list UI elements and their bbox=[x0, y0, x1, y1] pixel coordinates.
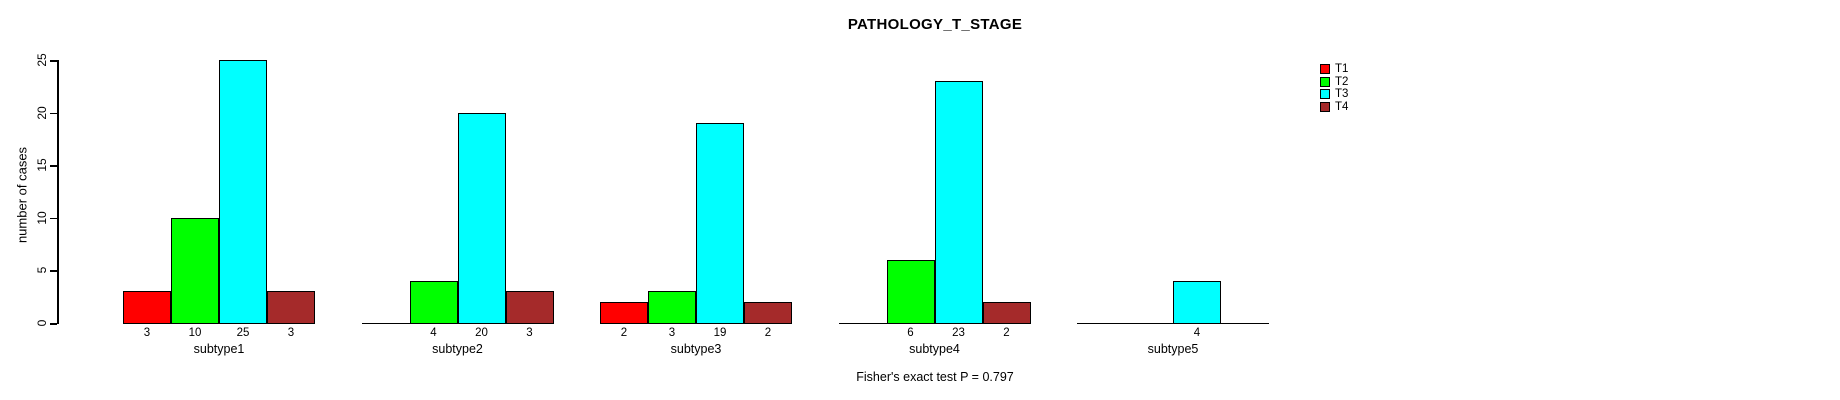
legend-swatch-T2 bbox=[1320, 76, 1330, 87]
y-tick bbox=[50, 323, 57, 325]
legend-entry-T4: T4 bbox=[1320, 101, 1348, 114]
y-tick-label: 10 bbox=[35, 211, 49, 225]
bar-T2-subtype4 bbox=[886, 259, 935, 324]
bar-value-label: 4 bbox=[430, 327, 437, 339]
bar-value-label: 3 bbox=[668, 327, 676, 339]
category-label-subtype3: subtype3 bbox=[670, 342, 722, 356]
y-tick bbox=[50, 112, 57, 115]
category-label-subtype4: subtype4 bbox=[909, 342, 960, 356]
bar-T3-subtype3 bbox=[696, 123, 744, 324]
legend: T1 T2 T3 T4 bbox=[1320, 63, 1348, 113]
y-tick-label: 20 bbox=[35, 105, 49, 120]
legend-swatch-T4 bbox=[1320, 101, 1330, 112]
bar-T1-subtype1 bbox=[123, 291, 171, 324]
bar-value-label: 23 bbox=[952, 327, 965, 339]
y-tick-label: 5 bbox=[35, 267, 49, 274]
bar-T1-subtype3 bbox=[600, 301, 648, 324]
bar-T4-subtype4 bbox=[982, 301, 1031, 324]
y-tick-label: 0 bbox=[35, 319, 49, 327]
y-tick-label: 25 bbox=[35, 53, 49, 67]
bar-T4-subtype1 bbox=[267, 291, 315, 324]
bar-value-label: 3 bbox=[287, 327, 295, 339]
legend-entry-T1: T1 bbox=[1320, 63, 1348, 76]
category-label-subtype2: subtype2 bbox=[432, 342, 483, 356]
bar-T3-subtype1 bbox=[219, 60, 267, 324]
y-tick bbox=[50, 270, 57, 272]
bar-value-label: 25 bbox=[236, 327, 250, 339]
y-axis-label: number of cases bbox=[14, 146, 30, 244]
bar-T4-subtype3 bbox=[744, 301, 792, 324]
category-label-subtype1: subtype1 bbox=[193, 342, 245, 356]
chart-title: PATHOLOGY_T_STAGE bbox=[847, 16, 1023, 33]
legend-entry-T2: T2 bbox=[1320, 76, 1348, 89]
bar-value-label: 2 bbox=[764, 327, 772, 339]
y-axis-line bbox=[57, 60, 59, 324]
bar-value-label: 2 bbox=[1003, 327, 1010, 339]
bar-value-label: 4 bbox=[1193, 327, 1201, 339]
bar-T3-subtype4 bbox=[934, 81, 983, 324]
legend-entry-T3: T3 bbox=[1320, 88, 1348, 101]
y-tick-label: 15 bbox=[35, 158, 49, 172]
bar-T3-subtype2 bbox=[457, 112, 506, 324]
y-tick bbox=[50, 165, 57, 167]
category-label-subtype5: subtype5 bbox=[1147, 342, 1199, 356]
bar-value-label: 3 bbox=[143, 327, 151, 339]
fisher-test-annotation: Fisher's exact test P = 0.797 bbox=[856, 370, 1014, 384]
bar-value-label: 3 bbox=[526, 327, 533, 339]
legend-label-T3: T3 bbox=[1335, 88, 1349, 100]
bar-value-label: 2 bbox=[620, 327, 628, 339]
bar-value-label: 19 bbox=[713, 327, 727, 339]
bar-value-label: 10 bbox=[188, 327, 202, 339]
legend-label-T4: T4 bbox=[1335, 100, 1349, 113]
bar-T2-subtype2 bbox=[409, 280, 458, 324]
bar-value-label: 6 bbox=[907, 327, 914, 339]
legend-label-T2: T2 bbox=[1335, 75, 1349, 88]
bar-T2-subtype1 bbox=[171, 217, 219, 324]
bar-T2-subtype3 bbox=[648, 291, 696, 324]
legend-label-T1: T1 bbox=[1335, 63, 1349, 75]
bar-value-label: 20 bbox=[475, 327, 488, 339]
y-tick bbox=[50, 217, 57, 220]
bar-T4-subtype2 bbox=[505, 291, 554, 324]
legend-swatch-T1 bbox=[1320, 64, 1330, 75]
bar-T3-subtype5 bbox=[1173, 280, 1221, 324]
legend-swatch-T3 bbox=[1320, 89, 1330, 100]
y-tick bbox=[50, 60, 57, 62]
